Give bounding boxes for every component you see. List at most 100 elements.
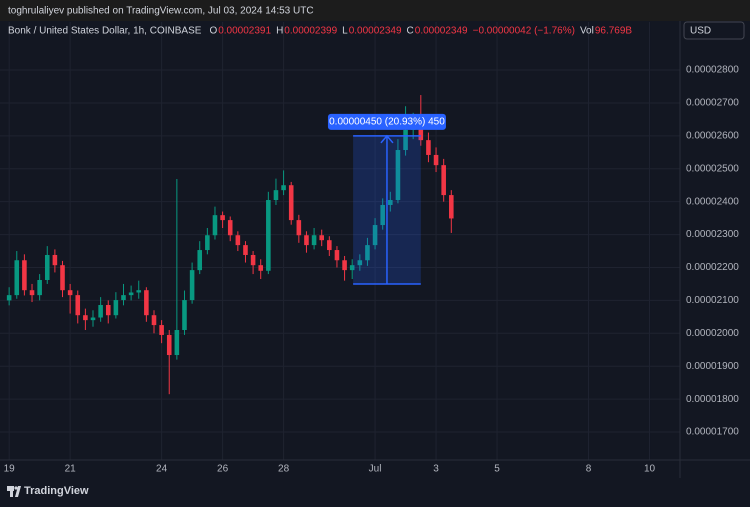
- footer: [0, 478, 750, 502]
- candle-body: [151, 315, 157, 326]
- candle-body: [22, 260, 27, 291]
- candle-body: [98, 305, 103, 318]
- legend-key: H: [276, 26, 283, 37]
- y-tick-label: 0.00001700: [686, 427, 739, 438]
- legend-title: Bonk / United States Dollar, 1h, COINBAS…: [8, 26, 202, 37]
- x-tick-label: 10: [644, 464, 656, 475]
- y-tick-label: 0.00002300: [686, 229, 739, 240]
- candle-body: [250, 254, 256, 266]
- top-bar: [0, 0, 750, 21]
- legend-value: 0.00002399: [284, 26, 337, 37]
- measure-label: 0.00000450 (20.93%) 450: [329, 117, 445, 128]
- candle-body: [75, 295, 81, 316]
- candle-body: [311, 235, 317, 246]
- candle-body: [349, 265, 355, 271]
- y-tick-label: 0.00002400: [686, 196, 739, 207]
- candle-body: [449, 195, 454, 219]
- currency-button[interactable]: [683, 21, 745, 40]
- legend-value: 0.00002349: [415, 26, 468, 37]
- legend: Bonk / United States Dollar, 1h, COINBAS…: [8, 26, 632, 37]
- y-tick-label: 0.00002500: [686, 163, 739, 174]
- candle-body: [182, 300, 187, 331]
- measure-label-box: [327, 113, 446, 130]
- candle-body: [319, 235, 324, 241]
- legend-key: Vol: [580, 26, 594, 37]
- candle-body: [426, 140, 431, 155]
- candle-body: [212, 215, 218, 236]
- candle-body: [52, 254, 58, 266]
- candle-body: [365, 245, 370, 261]
- candle-body: [67, 290, 73, 296]
- candle-body: [281, 185, 286, 191]
- legend-change: −0.00000042 (−1.76%): [473, 26, 575, 37]
- candle-body: [388, 200, 393, 205]
- candle-body: [220, 215, 225, 221]
- candle-body: [121, 295, 126, 301]
- candle-body: [296, 220, 302, 236]
- candle-body: [14, 260, 20, 296]
- y-tick-label: 0.00001800: [686, 394, 739, 405]
- x-tick-label: 24: [156, 464, 168, 475]
- y-tick-label: 0.00002800: [686, 65, 739, 76]
- legend-value: 0.00002391: [218, 26, 271, 37]
- y-tick-label: 0.00001900: [686, 361, 739, 372]
- legend-key: O: [209, 26, 217, 37]
- brand-logo: [7, 486, 21, 497]
- candle-body: [60, 265, 65, 291]
- candle-body: [395, 150, 401, 201]
- candle-body: [235, 235, 241, 246]
- x-tick-label: 28: [278, 464, 290, 475]
- candle-body: [304, 235, 309, 246]
- candle-body: [258, 265, 264, 271]
- legend-value: 0.00002349: [349, 26, 402, 37]
- x-tick-label: 5: [494, 464, 500, 475]
- candle-body: [83, 315, 88, 321]
- candle-body: [372, 225, 378, 246]
- candle-body: [334, 250, 340, 261]
- candle-body: [205, 235, 210, 251]
- candle-body: [105, 305, 111, 316]
- candle-body: [197, 250, 203, 271]
- candle-body: [433, 154, 439, 166]
- candle-body: [403, 129, 408, 151]
- candle-body: [441, 165, 446, 196]
- candle-body: [380, 204, 385, 226]
- currency-label: USD: [690, 26, 711, 37]
- y-tick-label: 0.00002000: [686, 328, 739, 339]
- candle-body: [418, 125, 424, 141]
- x-tick-label: 8: [586, 464, 592, 475]
- y-tick-label: 0.00002200: [686, 262, 739, 273]
- candle-body: [159, 325, 164, 335]
- plot: 0.00000450 (20.93%) 450: [0, 22, 680, 460]
- x-tick-label: 19: [4, 464, 16, 475]
- candle-body: [166, 334, 172, 356]
- candle-body: [243, 245, 248, 255]
- x-tick-label: 3: [433, 464, 439, 475]
- x-tick-label: Jul: [369, 464, 382, 475]
- measure-arrowhead: [380, 134, 394, 144]
- legend-key: C: [407, 26, 414, 37]
- candle-body: [113, 300, 119, 316]
- candle-body: [174, 330, 180, 356]
- candle-body: [128, 292, 134, 296]
- candle-body: [273, 190, 279, 201]
- x-tick-label: 21: [65, 464, 77, 475]
- brand-name: TradingView: [24, 485, 89, 497]
- legend-key: L: [342, 26, 348, 37]
- y-tick-label: 0.00002100: [686, 295, 739, 306]
- candle-body: [189, 270, 195, 301]
- candle-body: [227, 220, 233, 236]
- candle-body: [266, 200, 271, 271]
- y-tick-label: 0.00002600: [686, 131, 739, 142]
- candle-body: [29, 290, 35, 296]
- candle-body: [327, 240, 332, 251]
- candle-body: [357, 260, 363, 266]
- candle-body: [136, 290, 142, 293]
- candle-body: [44, 254, 50, 280]
- candle-body: [144, 290, 149, 316]
- y-tick-label: 0.00002700: [686, 98, 739, 109]
- candle-body: [37, 279, 42, 296]
- candle-body: [288, 185, 294, 221]
